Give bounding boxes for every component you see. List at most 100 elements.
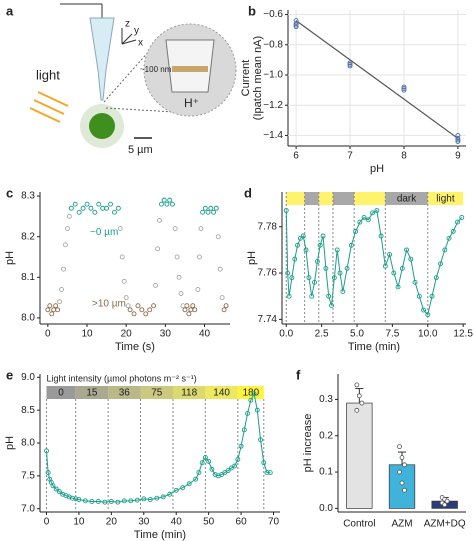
intensity-label: 36	[119, 388, 131, 399]
point	[188, 307, 194, 313]
y-tick-label: 8.3	[21, 191, 35, 202]
point	[397, 444, 402, 450]
x-tick-label: 30	[160, 329, 172, 340]
point	[121, 498, 127, 504]
film	[172, 66, 208, 72]
band-label: light	[436, 194, 455, 205]
point	[353, 228, 359, 234]
point	[361, 215, 367, 220]
intensity-band	[172, 386, 206, 399]
axis-label: x	[138, 38, 143, 49]
point	[104, 205, 110, 211]
x-tick-label: 20	[121, 329, 133, 340]
y-tick-label: 7.76	[258, 268, 278, 279]
point	[161, 197, 167, 203]
point	[347, 63, 353, 69]
point	[49, 311, 55, 317]
scale-label: 5 µm	[128, 144, 153, 156]
panel-a: a z y x ~100 nm H⁺ light 5 µm	[6, 3, 237, 156]
point	[254, 407, 260, 413]
y-tick-label: 7.74	[258, 314, 278, 325]
point	[205, 209, 211, 215]
x-tick-label: 8	[401, 151, 407, 162]
light-rays	[29, 91, 69, 123]
point	[176, 274, 182, 280]
x-tick-label: 40	[199, 329, 211, 340]
depth-label: ~100 nm	[140, 65, 172, 74]
point	[331, 275, 337, 281]
point	[225, 468, 231, 474]
point	[64, 226, 70, 232]
point	[178, 291, 184, 296]
line	[285, 209, 463, 316]
point	[57, 489, 62, 495]
point	[293, 22, 299, 28]
point	[174, 254, 180, 260]
x-tick-label: 30	[138, 517, 150, 528]
point	[323, 265, 329, 271]
line	[45, 392, 271, 503]
point	[51, 307, 57, 313]
light-label: light	[36, 67, 60, 82]
ion-label: H⁺	[184, 96, 199, 110]
point	[45, 307, 51, 313]
point	[382, 263, 388, 269]
point	[121, 278, 127, 284]
point	[401, 87, 407, 93]
x-tick-label: 7	[347, 151, 353, 162]
y-tick-label: 0.0	[319, 503, 333, 514]
point	[356, 393, 362, 399]
point	[297, 235, 303, 241]
point	[397, 469, 402, 475]
intensity-label: 140	[213, 388, 230, 399]
point	[111, 209, 117, 215]
point	[80, 205, 86, 211]
series-label: ~0 µm	[90, 227, 118, 238]
point	[326, 293, 332, 299]
x-tick-label: 5.0	[350, 329, 364, 340]
point	[44, 448, 49, 454]
point	[89, 499, 95, 504]
x-tick-label: AZM+DQ	[424, 519, 466, 530]
point	[190, 303, 196, 309]
point	[141, 496, 147, 502]
point	[202, 205, 208, 211]
band-label: dark	[397, 194, 417, 205]
point	[317, 242, 323, 248]
y-tick-label: −1.4	[263, 130, 283, 141]
point	[184, 303, 190, 309]
x-tick-label: 2.5	[315, 329, 329, 340]
intensity-label: 180	[242, 388, 259, 399]
bar	[346, 402, 373, 509]
point	[438, 261, 443, 267]
x-tick-label: 7.5	[385, 329, 399, 340]
point	[348, 242, 354, 248]
intensity-band	[46, 386, 76, 399]
cell	[89, 113, 115, 139]
x-tick-label: 10.0	[418, 329, 438, 340]
point	[286, 293, 292, 299]
point	[408, 256, 414, 262]
series-label: >10 µm	[92, 298, 126, 309]
axis-label: y	[134, 26, 139, 37]
y-axis-label: pH increase	[302, 414, 314, 473]
point	[195, 287, 201, 292]
point	[100, 205, 106, 211]
point	[238, 443, 244, 449]
intensity-band	[205, 386, 238, 399]
point	[442, 247, 448, 253]
zoom-line	[103, 49, 151, 103]
fit-line	[295, 20, 459, 139]
point	[211, 209, 216, 215]
x-tick-label: 9	[455, 151, 461, 162]
point	[444, 498, 450, 504]
point	[261, 460, 267, 466]
light-band	[304, 192, 319, 205]
point	[160, 494, 166, 500]
point	[401, 86, 407, 92]
point	[455, 137, 461, 143]
point	[128, 498, 134, 504]
light-band	[354, 192, 386, 205]
point	[312, 279, 318, 285]
point	[134, 497, 140, 503]
